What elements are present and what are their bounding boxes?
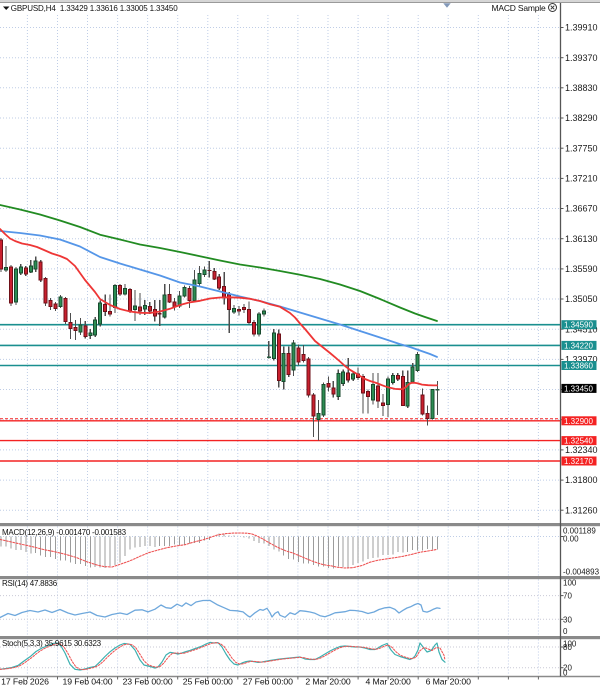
- svg-text:30: 30: [563, 615, 572, 624]
- svg-text:23 Feb 00:00: 23 Feb 00:00: [123, 677, 173, 687]
- svg-text:0.00: 0.00: [563, 535, 579, 544]
- svg-text:20: 20: [563, 664, 572, 673]
- svg-text:1.34590: 1.34590: [564, 321, 593, 330]
- svg-text:1.35050: 1.35050: [565, 294, 598, 304]
- svg-text:2 Mar 20:00: 2 Mar 20:00: [305, 677, 351, 687]
- svg-text:RSI(14) 47.8836: RSI(14) 47.8836: [2, 579, 58, 588]
- svg-text:1.39370: 1.39370: [565, 53, 598, 63]
- svg-text:1.32340: 1.32340: [565, 445, 598, 455]
- svg-text:80: 80: [563, 643, 572, 652]
- svg-text:0: 0: [563, 627, 568, 636]
- svg-text:1.33450: 1.33450: [564, 384, 593, 393]
- svg-text:1.37750: 1.37750: [565, 143, 598, 153]
- svg-text:1.37210: 1.37210: [565, 174, 598, 184]
- svg-text:17 Feb 2026: 17 Feb 2026: [1, 677, 49, 687]
- svg-text:6 Mar 20:00: 6 Mar 20:00: [426, 677, 472, 687]
- svg-text:GBPUSD,H4 1.33429 1.33616 1.3: GBPUSD,H4 1.33429 1.33616 1.33005 1.3345…: [11, 4, 178, 13]
- svg-text:1.39910: 1.39910: [565, 23, 598, 33]
- svg-text:1.33860: 1.33860: [564, 362, 593, 371]
- svg-text:1.36130: 1.36130: [565, 234, 598, 244]
- svg-text:1.34510: 1.34510: [565, 324, 598, 334]
- svg-text:1.34220: 1.34220: [564, 341, 593, 350]
- svg-text:MACD(12,26,9) -0.001470 -0.001: MACD(12,26,9) -0.001470 -0.001583: [2, 528, 127, 537]
- svg-text:Stoch(5,3,3) 35.9615 30.6323: Stoch(5,3,3) 35.9615 30.6323: [2, 639, 102, 648]
- svg-text:25 Feb 00:00: 25 Feb 00:00: [183, 677, 233, 687]
- svg-text:4 Mar 20:00: 4 Mar 20:00: [365, 677, 411, 687]
- svg-text:100: 100: [563, 640, 577, 649]
- svg-text:1.31800: 1.31800: [565, 475, 598, 485]
- svg-text:70: 70: [563, 592, 572, 601]
- svg-text:1.31260: 1.31260: [565, 505, 598, 515]
- svg-text:1.38830: 1.38830: [565, 83, 598, 93]
- svg-text:27 Feb 00:00: 27 Feb 00:00: [243, 677, 293, 687]
- svg-text:19 Feb 04:00: 19 Feb 04:00: [62, 677, 112, 687]
- svg-text:1.38290: 1.38290: [565, 113, 598, 123]
- svg-text:0: 0: [563, 668, 568, 677]
- svg-text:0.001189: 0.001189: [563, 527, 596, 536]
- svg-text:100: 100: [563, 579, 577, 588]
- svg-text:-0.004893: -0.004893: [563, 568, 600, 577]
- svg-text:1.32170: 1.32170: [564, 457, 593, 466]
- svg-text:1.32900: 1.32900: [564, 417, 593, 426]
- svg-text:1.35590: 1.35590: [565, 264, 598, 274]
- svg-text:1.36670: 1.36670: [565, 204, 598, 214]
- svg-text:1.33970: 1.33970: [565, 355, 598, 365]
- svg-text:MACD Sample: MACD Sample: [491, 3, 545, 13]
- svg-text:1.32540: 1.32540: [564, 437, 593, 446]
